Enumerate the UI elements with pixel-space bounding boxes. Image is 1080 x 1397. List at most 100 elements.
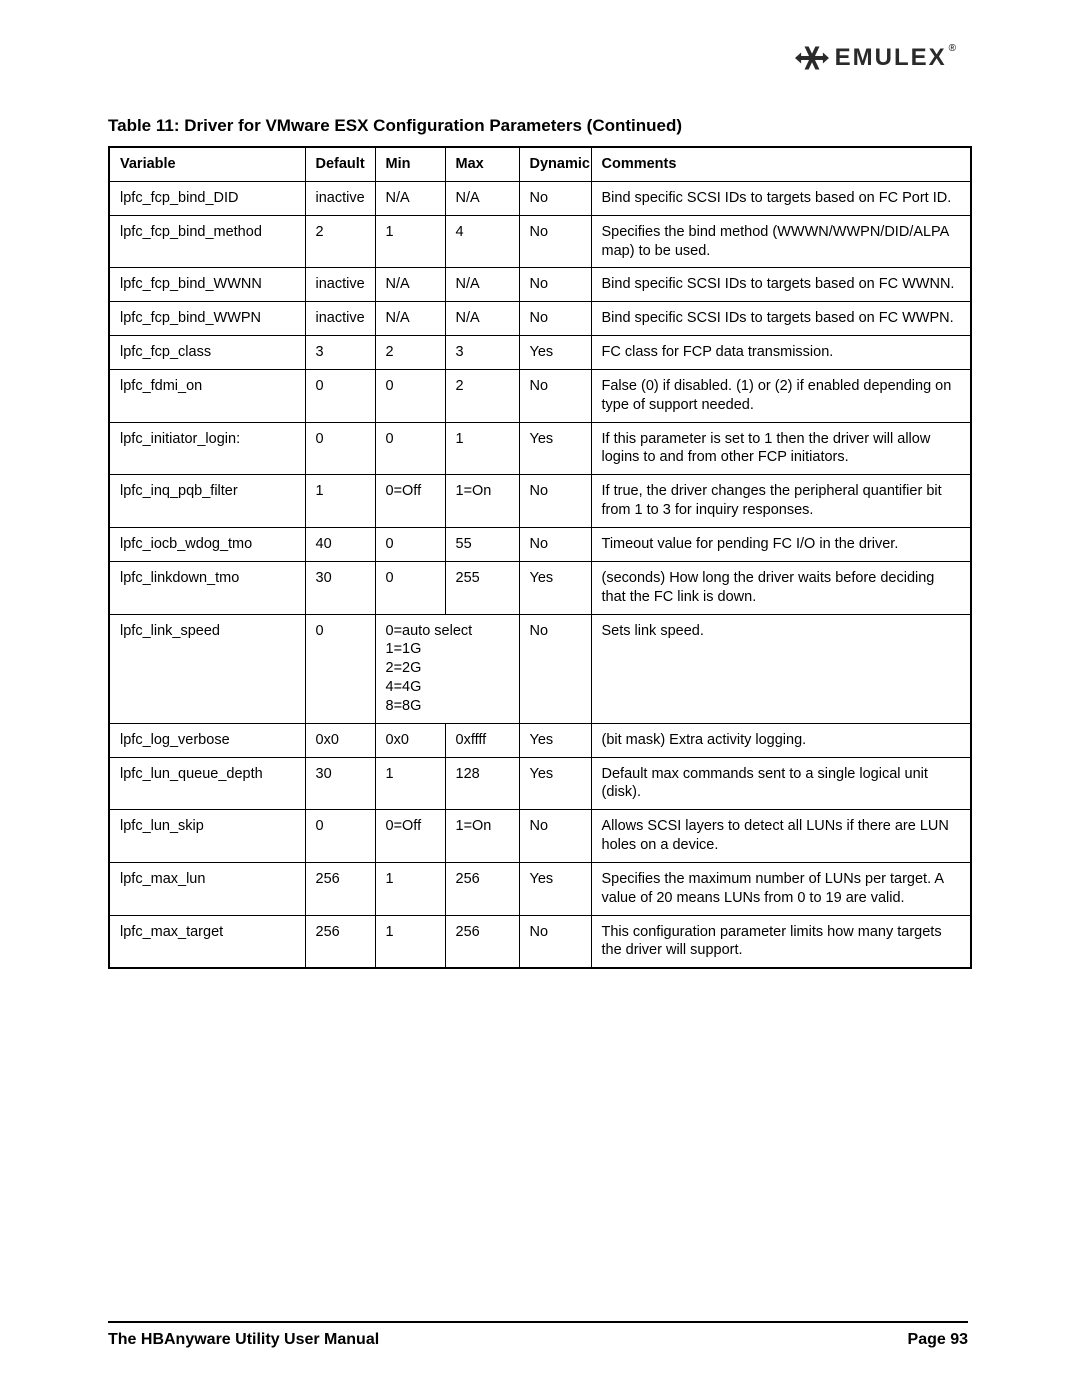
table-body: lpfc_fcp_bind_DIDinactiveN/AN/ANoBind sp…: [109, 181, 971, 968]
cell-dynamic: No: [519, 475, 591, 528]
table-row: lpfc_lun_skip00=Off1=OnNoAllows SCSI lay…: [109, 810, 971, 863]
cell-comments: Bind specific SCSI IDs to targets based …: [591, 181, 971, 215]
cell-min: 1: [375, 757, 445, 810]
table-row: lpfc_fdmi_on002NoFalse (0) if disabled. …: [109, 369, 971, 422]
table-row: lpfc_fcp_bind_DIDinactiveN/AN/ANoBind sp…: [109, 181, 971, 215]
table-header-row: Variable Default Min Max Dynamic Comment…: [109, 147, 971, 181]
col-min: Min: [375, 147, 445, 181]
table-row: lpfc_inq_pqb_filter10=Off1=OnNoIf true, …: [109, 475, 971, 528]
cell-dynamic: No: [519, 268, 591, 302]
cell-comments: Timeout value for pending FC I/O in the …: [591, 527, 971, 561]
table-row: lpfc_iocb_wdog_tmo40055NoTimeout value f…: [109, 527, 971, 561]
cell-min-max-merged: 0=auto select 1=1G 2=2G 4=4G 8=8G: [375, 614, 519, 723]
table-row: lpfc_link_speed00=auto select 1=1G 2=2G …: [109, 614, 971, 723]
col-default: Default: [305, 147, 375, 181]
table-row: lpfc_fcp_bind_WWPNinactiveN/AN/ANoBind s…: [109, 302, 971, 336]
cell-max: 1=On: [445, 475, 519, 528]
cell-max: 1: [445, 422, 519, 475]
cell-comments: (bit mask) Extra activity logging.: [591, 723, 971, 757]
table-row: lpfc_linkdown_tmo300255Yes(seconds) How …: [109, 561, 971, 614]
col-comments: Comments: [591, 147, 971, 181]
registered-mark: ®: [949, 43, 956, 54]
cell-min: 0=Off: [375, 475, 445, 528]
cell-max: 255: [445, 561, 519, 614]
cell-min: 0: [375, 369, 445, 422]
cell-variable: lpfc_iocb_wdog_tmo: [109, 527, 305, 561]
cell-default: 0: [305, 422, 375, 475]
cell-max: 256: [445, 862, 519, 915]
cell-dynamic: Yes: [519, 757, 591, 810]
cell-variable: lpfc_lun_queue_depth: [109, 757, 305, 810]
cell-variable: lpfc_fcp_bind_DID: [109, 181, 305, 215]
cell-min: 1: [375, 862, 445, 915]
cell-variable: lpfc_lun_skip: [109, 810, 305, 863]
table-row: lpfc_max_target2561256NoThis configurati…: [109, 915, 971, 968]
cell-dynamic: No: [519, 614, 591, 723]
cell-dynamic: No: [519, 810, 591, 863]
brand-logo: EMULEX ®: [795, 44, 954, 72]
cell-default: 30: [305, 561, 375, 614]
table-row: lpfc_lun_queue_depth301128YesDefault max…: [109, 757, 971, 810]
cell-dynamic: No: [519, 915, 591, 968]
cell-default: 40: [305, 527, 375, 561]
cell-max: N/A: [445, 181, 519, 215]
cell-dynamic: No: [519, 181, 591, 215]
cell-comments: Bind specific SCSI IDs to targets based …: [591, 302, 971, 336]
cell-max: 0xffff: [445, 723, 519, 757]
cell-min: 1: [375, 915, 445, 968]
cell-dynamic: Yes: [519, 422, 591, 475]
cell-comments: FC class for FCP data transmission.: [591, 336, 971, 370]
table-row: lpfc_log_verbose0x00x00xffffYes(bit mask…: [109, 723, 971, 757]
cell-max: 3: [445, 336, 519, 370]
cell-min: 0: [375, 527, 445, 561]
cell-min: 0=Off: [375, 810, 445, 863]
col-dynamic: Dynamic: [519, 147, 591, 181]
cell-dynamic: No: [519, 527, 591, 561]
cell-comments: False (0) if disabled. (1) or (2) if ena…: [591, 369, 971, 422]
cell-variable: lpfc_fcp_bind_WWPN: [109, 302, 305, 336]
cell-default: 0: [305, 810, 375, 863]
cell-comments: (seconds) How long the driver waits befo…: [591, 561, 971, 614]
cell-max: 55: [445, 527, 519, 561]
cell-max: 4: [445, 215, 519, 268]
table-row: lpfc_fcp_bind_method214NoSpecifies the b…: [109, 215, 971, 268]
cell-max: 128: [445, 757, 519, 810]
table-row: lpfc_fcp_class323YesFC class for FCP dat…: [109, 336, 971, 370]
cell-min: N/A: [375, 302, 445, 336]
cell-default: 2: [305, 215, 375, 268]
cell-default: 3: [305, 336, 375, 370]
footer-title: The HBAnyware Utility User Manual: [108, 1331, 379, 1349]
cell-comments: Bind specific SCSI IDs to targets based …: [591, 268, 971, 302]
cell-comments: This configuration parameter limits how …: [591, 915, 971, 968]
cell-default: 1: [305, 475, 375, 528]
cell-max: N/A: [445, 268, 519, 302]
cell-comments: If this parameter is set to 1 then the d…: [591, 422, 971, 475]
cell-dynamic: Yes: [519, 336, 591, 370]
cell-default: 256: [305, 915, 375, 968]
cell-min: N/A: [375, 268, 445, 302]
cell-variable: lpfc_log_verbose: [109, 723, 305, 757]
cell-variable: lpfc_inq_pqb_filter: [109, 475, 305, 528]
cell-variable: lpfc_fdmi_on: [109, 369, 305, 422]
cell-dynamic: No: [519, 215, 591, 268]
cell-min: 0x0: [375, 723, 445, 757]
cell-comments: Sets link speed.: [591, 614, 971, 723]
cell-comments: Default max commands sent to a single lo…: [591, 757, 971, 810]
cell-dynamic: No: [519, 302, 591, 336]
cell-variable: lpfc_max_target: [109, 915, 305, 968]
cell-variable: lpfc_fcp_bind_WWNN: [109, 268, 305, 302]
col-max: Max: [445, 147, 519, 181]
cell-dynamic: Yes: [519, 561, 591, 614]
cell-variable: lpfc_initiator_login:: [109, 422, 305, 475]
cell-default: 30: [305, 757, 375, 810]
brand-name: EMULEX: [835, 44, 947, 72]
cell-dynamic: No: [519, 369, 591, 422]
cell-min: 1: [375, 215, 445, 268]
cell-default: inactive: [305, 181, 375, 215]
cell-max: 256: [445, 915, 519, 968]
cell-default: 256: [305, 862, 375, 915]
cell-comments: Allows SCSI layers to detect all LUNs if…: [591, 810, 971, 863]
cell-max: N/A: [445, 302, 519, 336]
document-page: EMULEX ® Table 11: Driver for VMware ESX…: [0, 0, 1080, 1397]
table-row: lpfc_initiator_login:001YesIf this param…: [109, 422, 971, 475]
